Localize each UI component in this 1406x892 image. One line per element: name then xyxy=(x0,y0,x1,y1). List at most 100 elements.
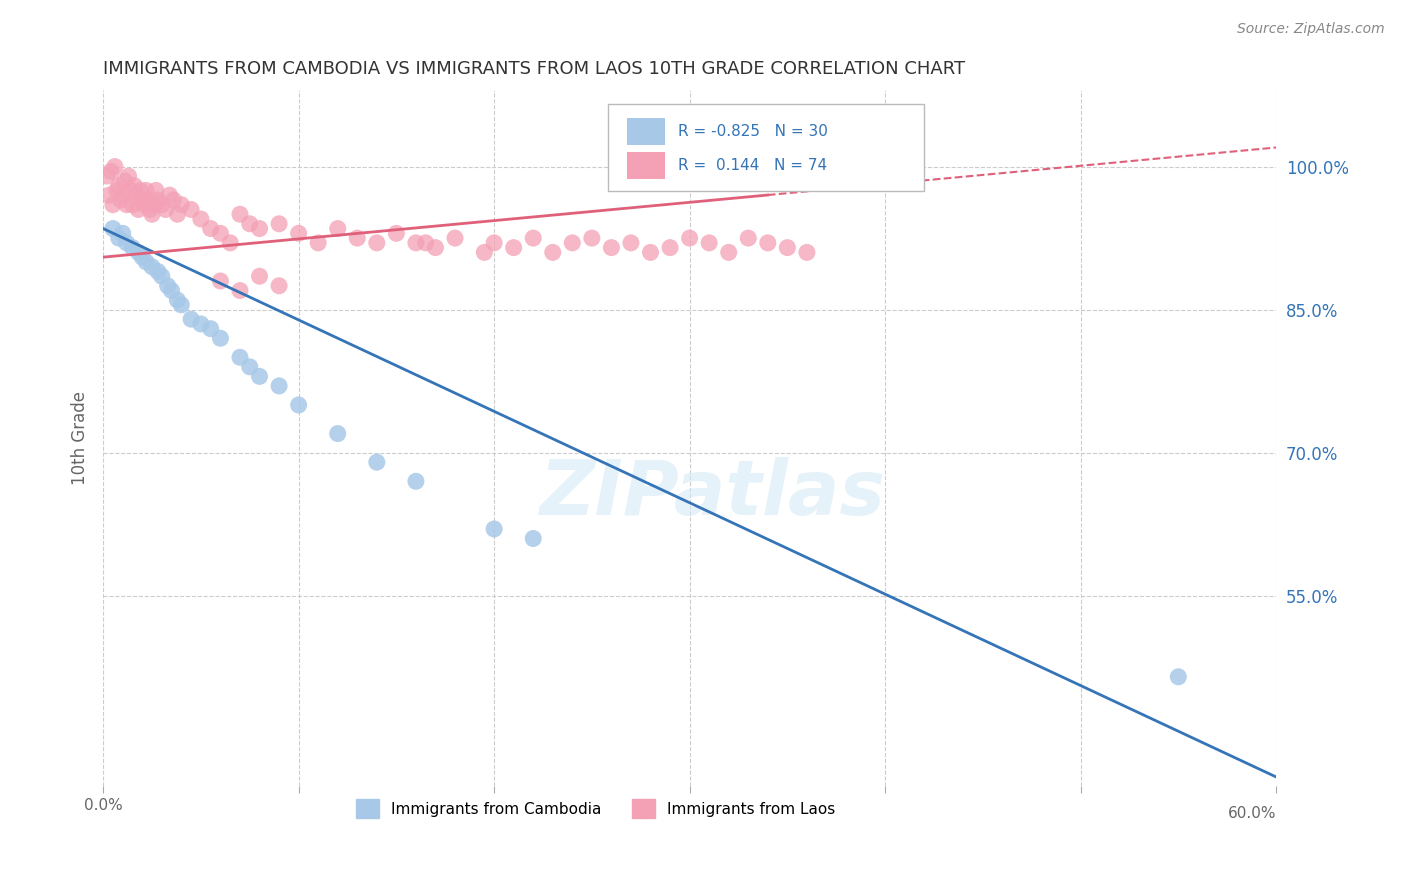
Bar xyxy=(627,153,665,178)
Point xyxy=(166,207,188,221)
Point xyxy=(117,169,139,183)
Point xyxy=(209,274,232,288)
Point xyxy=(146,193,169,207)
Point xyxy=(115,235,138,250)
Bar xyxy=(627,119,665,145)
Point xyxy=(150,197,173,211)
Point xyxy=(287,398,309,412)
Point xyxy=(239,359,262,374)
Point xyxy=(200,221,222,235)
Point xyxy=(107,231,129,245)
Point xyxy=(405,235,427,250)
Point xyxy=(101,197,124,211)
Point xyxy=(229,351,252,365)
Point xyxy=(425,241,447,255)
Point xyxy=(166,293,188,307)
Point xyxy=(229,207,252,221)
Point xyxy=(366,235,388,250)
Point xyxy=(541,245,564,260)
FancyBboxPatch shape xyxy=(607,104,924,191)
Text: R = -0.825   N = 30: R = -0.825 N = 30 xyxy=(678,124,828,139)
Point xyxy=(141,207,163,221)
Text: ZIPatlas: ZIPatlas xyxy=(540,457,886,531)
Point xyxy=(239,217,262,231)
Text: Source: ZipAtlas.com: Source: ZipAtlas.com xyxy=(1237,22,1385,37)
Point xyxy=(127,202,149,217)
Legend: Immigrants from Cambodia, Immigrants from Laos: Immigrants from Cambodia, Immigrants fro… xyxy=(350,793,842,824)
Point xyxy=(131,193,153,207)
Point xyxy=(104,160,127,174)
Point xyxy=(134,197,156,211)
Point xyxy=(135,183,157,197)
Point xyxy=(561,235,583,250)
Point xyxy=(146,264,169,278)
Point xyxy=(326,221,349,235)
Point xyxy=(96,169,118,183)
Point xyxy=(1167,670,1189,684)
Point xyxy=(209,227,232,241)
Point xyxy=(190,317,212,331)
Text: IMMIGRANTS FROM CAMBODIA VS IMMIGRANTS FROM LAOS 10TH GRADE CORRELATION CHART: IMMIGRANTS FROM CAMBODIA VS IMMIGRANTS F… xyxy=(103,60,966,78)
Y-axis label: 10th Grade: 10th Grade xyxy=(72,392,89,485)
Point xyxy=(190,212,212,227)
Point xyxy=(121,241,143,255)
Point xyxy=(737,231,759,245)
Point xyxy=(482,235,505,250)
Point xyxy=(107,178,129,193)
Point xyxy=(111,188,134,202)
Point xyxy=(287,227,309,241)
Point xyxy=(249,269,271,284)
Point xyxy=(170,197,193,211)
Point xyxy=(101,221,124,235)
Point xyxy=(229,284,252,298)
Point xyxy=(136,193,159,207)
Point xyxy=(105,183,128,197)
Point xyxy=(249,221,271,235)
Point xyxy=(502,241,524,255)
Point xyxy=(145,183,167,197)
Point xyxy=(640,245,662,260)
Point xyxy=(267,217,290,231)
Text: 60.0%: 60.0% xyxy=(1227,805,1277,821)
Point xyxy=(131,250,153,264)
Point xyxy=(326,426,349,441)
Point xyxy=(267,379,290,393)
Point xyxy=(160,284,183,298)
Point xyxy=(135,255,157,269)
Point xyxy=(522,231,544,245)
Point xyxy=(110,193,132,207)
Point xyxy=(98,188,121,202)
Point xyxy=(678,231,700,245)
Point xyxy=(717,245,740,260)
Point xyxy=(159,188,181,202)
Point xyxy=(114,174,136,188)
Point xyxy=(127,245,149,260)
Point xyxy=(444,231,467,245)
Point xyxy=(100,164,122,178)
Point xyxy=(170,298,193,312)
Point xyxy=(581,231,603,245)
Point xyxy=(219,235,242,250)
Point xyxy=(415,235,437,250)
Point xyxy=(156,278,179,293)
Point xyxy=(385,227,408,241)
Point xyxy=(139,202,162,217)
Point xyxy=(776,241,799,255)
Point xyxy=(620,235,643,250)
Point xyxy=(141,260,163,274)
Point xyxy=(482,522,505,536)
Point xyxy=(307,235,329,250)
Point xyxy=(522,532,544,546)
Point xyxy=(267,278,290,293)
Point xyxy=(129,183,152,197)
Point xyxy=(209,331,232,345)
Point xyxy=(111,227,134,241)
Point xyxy=(346,231,368,245)
Point xyxy=(600,241,623,255)
Point xyxy=(249,369,271,384)
Point xyxy=(150,269,173,284)
Point xyxy=(162,193,184,207)
Point xyxy=(125,188,148,202)
Point xyxy=(120,183,142,197)
Point xyxy=(115,197,138,211)
